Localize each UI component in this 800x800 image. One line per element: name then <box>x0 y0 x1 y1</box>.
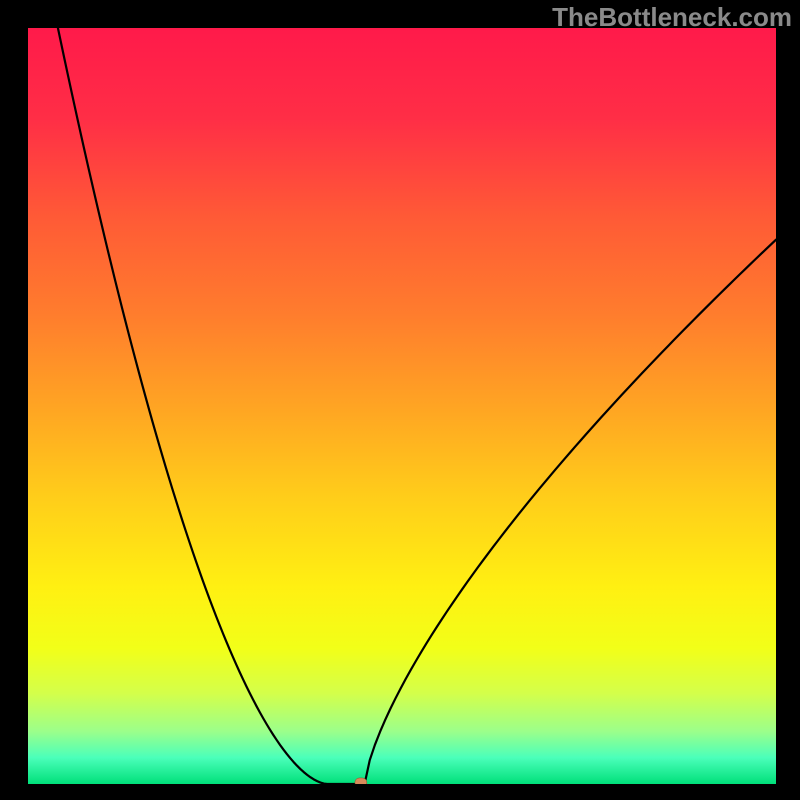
watermark-text: TheBottleneck.com <box>552 2 792 33</box>
chart-frame: TheBottleneck.com <box>0 0 800 800</box>
bottleneck-curve-plot <box>28 28 776 784</box>
plot-background <box>28 28 776 784</box>
plot-container <box>28 28 776 784</box>
optimal-point-marker <box>355 778 367 784</box>
